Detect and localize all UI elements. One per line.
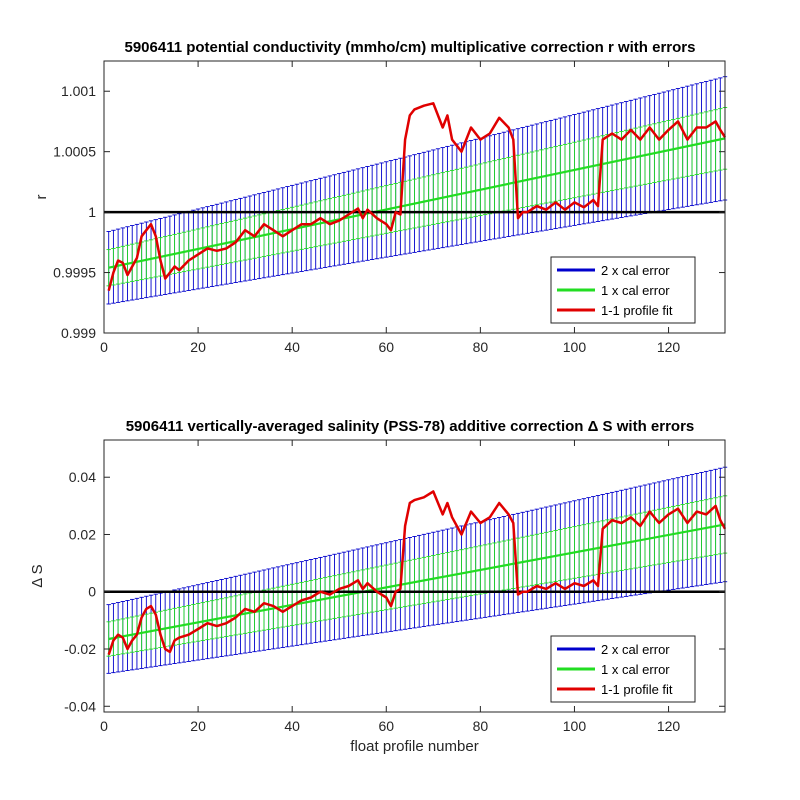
y-tick-label: -0.04 [64, 698, 96, 714]
profile-fit-line [107, 102, 727, 292]
bottom-chart: 5906411 vertically-averaged salinity (PS… [29, 418, 728, 755]
x-tick-label: 60 [378, 718, 394, 734]
errorbar-center-line [108, 523, 726, 641]
x-tick-label: 100 [563, 339, 587, 355]
profile-fit-line [107, 490, 727, 656]
x-tick-label: 100 [563, 718, 587, 734]
chart-title: 5906411 vertically-averaged salinity (PS… [126, 418, 695, 435]
y-tick-label: 0.02 [69, 526, 96, 542]
y-tick-label: 0 [88, 584, 96, 600]
legend-label: 2 x cal error [601, 642, 670, 657]
x-axis-label: float profile number [350, 738, 478, 755]
x-tick-label: 60 [378, 339, 394, 355]
y-tick-label: 1.0005 [53, 144, 96, 160]
errorbar-center-line [108, 137, 726, 269]
legend-label: 2 x cal error [601, 263, 670, 278]
x-tick-label: 120 [657, 339, 681, 355]
legend-label: 1-1 profile fit [601, 303, 673, 318]
x-tick-label: 20 [190, 339, 206, 355]
legend-label: 1 x cal error [601, 662, 670, 677]
axes-box [103, 60, 726, 334]
x-tick-label: 40 [284, 339, 300, 355]
x-tick-label: 0 [100, 339, 108, 355]
y-tick-label: 0.999 [61, 325, 96, 341]
x-tick-label: 20 [190, 718, 206, 734]
y-tick-label: 1.001 [61, 83, 96, 99]
y-tick-label: 0.04 [69, 469, 96, 485]
legend-label: 1 x cal error [601, 283, 670, 298]
legend: 2 x cal error 1 x cal error 1-1 profile fi… [550, 256, 696, 324]
legend-label: 1-1 profile fit [601, 682, 673, 697]
x-tick-label: 0 [100, 718, 108, 734]
x-tick-label: 80 [473, 718, 489, 734]
legend: 2 x cal error 1 x cal error 1-1 profile fi… [550, 635, 696, 703]
axes-box [103, 439, 726, 713]
chart-title: 5906411 potential conductivity (mmho/cm)… [125, 39, 696, 56]
x-tick-label: 120 [657, 718, 681, 734]
y-axis-label: Δ S [29, 564, 46, 587]
y-axis-label: r [33, 195, 50, 200]
x-tick-label: 80 [473, 339, 489, 355]
y-tick-label: -0.02 [64, 641, 96, 657]
y-tick-label: 0.9995 [53, 265, 96, 281]
top-chart: 5906411 potential conductivity (mmho/cm)… [33, 39, 728, 355]
y-tick-label: 1 [88, 204, 96, 220]
x-tick-label: 40 [284, 718, 300, 734]
